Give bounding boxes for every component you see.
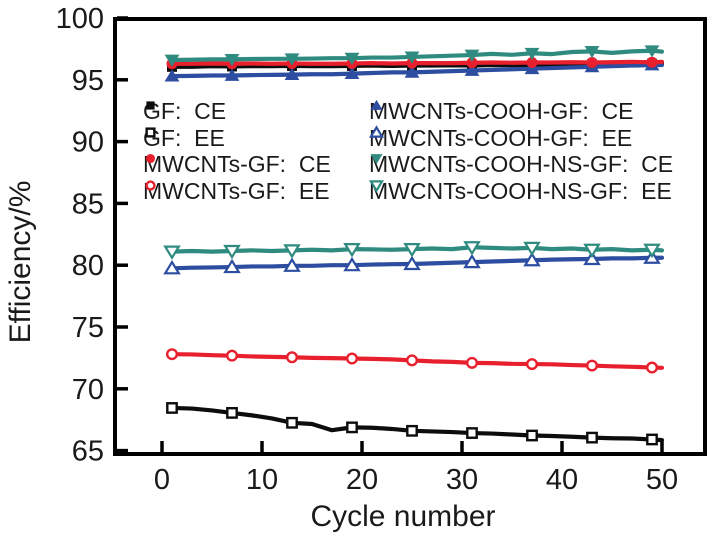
- circle-open-marker: [466, 356, 479, 369]
- square-open-marker: [226, 407, 238, 419]
- triangle-down-open-marker: [643, 243, 661, 259]
- x-tick-label: 30: [446, 464, 478, 496]
- circle-open-marker: [646, 361, 659, 374]
- triangle-up-open-marker: [463, 253, 481, 269]
- x-axis-title: Cycle number: [310, 500, 496, 533]
- x-tick-label: 50: [646, 464, 678, 496]
- triangle-down-filled-marker: [584, 45, 600, 59]
- triangle-up-open-marker: [223, 258, 241, 274]
- y-tick-label: 65: [72, 436, 104, 468]
- y-tick-label: 75: [72, 312, 104, 344]
- triangle-down-filled-marker: [284, 53, 300, 66]
- y-tick-label: 80: [72, 250, 104, 282]
- square-open-marker: [526, 429, 538, 442]
- circle-open-marker: [406, 354, 419, 367]
- triangle-down-filled-marker: [164, 54, 180, 67]
- triangle-down-filled-marker: [644, 45, 660, 58]
- triangle-up-filled-marker: [284, 67, 300, 81]
- y-tick-label: 100: [56, 3, 104, 35]
- triangle-down-open-marker: [223, 244, 241, 260]
- y-tick-label: 85: [72, 188, 104, 220]
- triangle-down-open-marker: [463, 241, 481, 256]
- triangle-down-open-marker: [343, 243, 361, 258]
- triangle-up-open-marker: [523, 251, 541, 267]
- triangle-up-filled-marker: [164, 69, 180, 82]
- triangle-up-filled-marker: [404, 65, 420, 78]
- circle-filled-marker: [526, 56, 538, 68]
- triangle-up-open-marker: [403, 255, 421, 271]
- y-tick-label: 90: [72, 127, 104, 159]
- series-mwcnts-cooh-gf-ee: [163, 249, 665, 275]
- circle-open-marker: [225, 349, 238, 362]
- triangle-up-filled-marker: [464, 63, 480, 76]
- square-open-marker: [406, 424, 418, 437]
- triangle-down-open-marker: [163, 245, 181, 260]
- series-mwcnts-cooh-ns-gf-ce: [164, 45, 665, 67]
- y-tick-label: 70: [72, 374, 104, 406]
- triangle-down-filled-marker: [344, 52, 360, 65]
- x-tick-label: 20: [346, 464, 378, 496]
- triangle-down-open-marker: [283, 244, 301, 259]
- series-mwcnts-cooh-ns-gf-ee: [163, 241, 665, 260]
- circle-open-marker: [286, 351, 299, 364]
- plot-frame: [113, 17, 707, 456]
- square-open-marker: [466, 427, 478, 439]
- triangle-up-open-marker: [583, 250, 601, 266]
- series-gf-ee: [166, 402, 665, 446]
- x-tick-label: 40: [546, 464, 578, 496]
- circle-open-marker: [346, 352, 359, 365]
- triangle-down-filled-marker: [224, 54, 240, 67]
- triangle-down-filled-marker: [404, 51, 420, 64]
- triangle-down-open-marker: [523, 241, 541, 257]
- triangle-up-open-marker: [343, 256, 361, 272]
- circle-filled-marker: [646, 56, 658, 68]
- y-tick-label: 95: [72, 65, 104, 97]
- circle-open-marker: [586, 359, 599, 372]
- square-open-marker: [346, 421, 358, 434]
- x-tick-label: 10: [246, 464, 278, 496]
- triangle-down-open-marker: [583, 243, 601, 259]
- series-mwcnts-gf-ee: [165, 348, 665, 374]
- circle-open-marker: [165, 348, 178, 361]
- x-tick-label: 0: [154, 464, 170, 496]
- triangle-down-filled-marker: [464, 49, 480, 62]
- triangle-down-filled-marker: [524, 47, 540, 61]
- triangle-up-filled-marker: [344, 66, 360, 80]
- triangle-up-open-marker: [283, 257, 301, 272]
- y-axis-title: Efficiency/%: [4, 180, 37, 344]
- square-open-marker: [166, 402, 178, 414]
- circle-open-marker: [526, 358, 539, 371]
- triangle-up-filled-marker: [224, 68, 240, 81]
- square-open-marker: [586, 431, 598, 444]
- square-open-marker: [286, 416, 298, 429]
- triangle-down-open-marker: [403, 243, 421, 258]
- square-open-marker: [646, 433, 658, 446]
- triangle-up-open-marker: [163, 259, 181, 275]
- circle-filled-marker: [466, 57, 478, 69]
- circle-filled-marker: [586, 56, 598, 68]
